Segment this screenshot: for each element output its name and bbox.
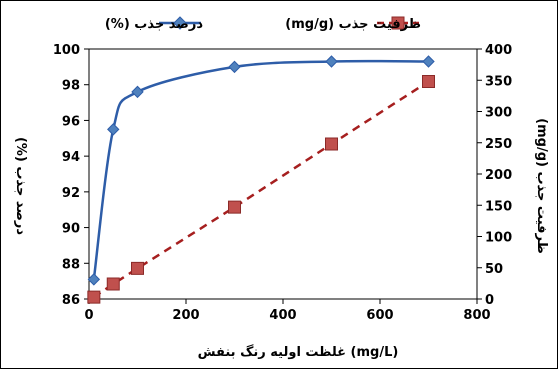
series-1-point [88,291,100,303]
series-markers [88,56,435,303]
series-0-point [108,124,119,135]
y-tick-label: 88 [62,257,80,272]
series-line-0 [94,61,429,279]
series-0-point [326,56,337,67]
y-axis-title: درصد جذب (%) [13,137,28,235]
y-tick-label: 90 [62,222,80,237]
series-line-1 [94,82,429,298]
series-1-point [132,262,144,274]
x-axis-title: (mg/L) غلظت اولیه رنگ بنفش [198,344,399,360]
y2-tick-label: 50 [485,262,503,277]
y2-tick-label: 250 [485,137,512,152]
y2-axis-title: ظرفیت جذب (mg/g) [534,118,549,254]
y-tick-label: 94 [62,150,80,165]
x-tick-label: 400 [269,308,296,323]
y2-tick-label: 300 [485,106,512,121]
y-tick-label: 100 [53,43,80,58]
y-tick-labels: 86 88 90 92 94 96 98 100 [53,43,80,308]
y2-tick-label: 400 [485,43,512,58]
series-1-point [326,138,338,150]
y2-tick-label: 200 [485,168,512,183]
series-0-point [88,274,99,285]
series-0-point [423,56,434,67]
y-tick-label: 96 [62,114,80,129]
x-tick-label: 0 [84,308,93,323]
y-tick-label: 92 [62,186,80,201]
legend-label-capacity: ظرفیت جذب (mg/g) [285,17,421,32]
legend-label-percent: درصد جذب (%) [105,17,203,32]
series-1-point [107,278,119,290]
y2-tick-label: 350 [485,74,512,89]
x-tick-label: 600 [366,308,393,323]
series-lines [94,61,429,297]
series-1-point [229,201,241,213]
x-tick-label: 200 [172,308,199,323]
y-tick-label: 86 [62,293,80,308]
x-tick-label: 800 [463,308,490,323]
x-tick-labels: 0 200 400 600 800 [84,308,490,323]
legend: درصد جذب (%) ظرفیت جذب (mg/g) [105,17,421,32]
series-0-point [132,86,143,97]
y2-tick-label: 100 [485,231,512,246]
series-1-point [423,76,435,88]
y2-tick-label: 150 [485,199,512,214]
y2-tick-label: 0 [485,293,494,308]
y2-tick-labels: 0 50 100 150 200 250 300 350 400 [485,43,512,308]
series-0-point [229,61,240,72]
y-tick-label: 98 [62,79,80,94]
